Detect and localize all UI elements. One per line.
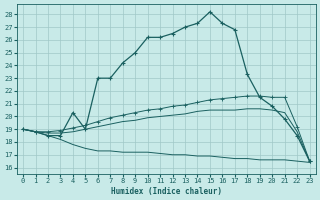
X-axis label: Humidex (Indice chaleur): Humidex (Indice chaleur) xyxy=(111,187,222,196)
